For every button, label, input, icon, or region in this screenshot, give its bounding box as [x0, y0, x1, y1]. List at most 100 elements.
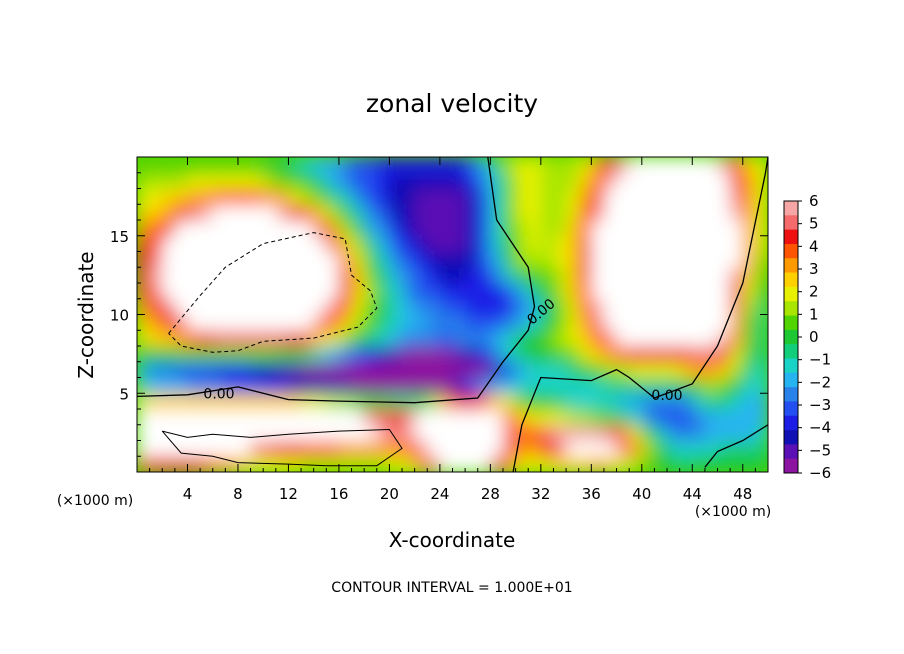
heatmap-cell	[528, 393, 542, 410]
heatmap-cell	[616, 157, 630, 174]
negative-contour-line	[168, 232, 378, 353]
heatmap-cell	[477, 220, 492, 237]
heatmap-cell	[439, 361, 454, 379]
heatmap-cell	[704, 267, 719, 284]
heatmap-cell	[477, 346, 492, 363]
colorbar-segment	[784, 243, 798, 259]
colorbar-segment	[784, 430, 798, 445]
heatmap-cell	[515, 235, 530, 253]
heatmap-cell	[730, 314, 744, 332]
heatmap-cell	[515, 377, 530, 395]
colorbar-tick-label: 1	[809, 305, 819, 323]
heatmap-cell	[427, 172, 441, 190]
heatmap-cell	[174, 424, 189, 442]
heatmap-cell	[389, 456, 403, 472]
heatmap-cell	[174, 393, 189, 410]
heatmap-cell	[301, 157, 315, 174]
heatmap-cell	[603, 298, 618, 316]
colorbar-segment	[784, 401, 798, 417]
colorbar-tick-label: −1	[809, 351, 831, 369]
x-tick-label: 48	[733, 485, 752, 503]
heatmap-cell	[212, 267, 227, 284]
heatmap-cell	[313, 314, 328, 332]
heatmap-cell	[679, 283, 694, 300]
heatmap-cell	[200, 204, 214, 221]
colorbar-tick-label: 2	[809, 283, 819, 301]
heatmap-cell	[174, 314, 189, 332]
heatmap-cell	[263, 330, 277, 347]
heatmap-cell	[641, 235, 656, 253]
heatmap-cell	[755, 456, 768, 472]
heatmap-cell	[452, 314, 466, 332]
colorbar-segment	[784, 372, 798, 388]
heatmap-cell	[704, 424, 719, 442]
heatmap-cell	[730, 377, 744, 395]
heatmap-cell	[250, 283, 264, 300]
heatmap-cell	[389, 172, 403, 190]
heatmap-cell	[326, 330, 340, 347]
heatmap-cell	[376, 283, 391, 300]
heatmap-cell	[402, 157, 416, 174]
heatmap-cell	[351, 251, 365, 269]
heatmap-cell	[427, 283, 441, 300]
heatmap-cell	[237, 314, 252, 332]
heatmap-cell	[540, 409, 555, 426]
heatmap-cell	[275, 172, 290, 190]
heatmap-cell	[679, 298, 694, 316]
heatmap-cell	[326, 220, 340, 237]
heatmap-cell	[465, 251, 479, 269]
heatmap-cell	[376, 267, 391, 284]
heatmap-cell	[225, 440, 239, 458]
heatmap-cell	[427, 424, 441, 442]
colorbar-segment	[784, 215, 798, 230]
heatmap-cell	[200, 251, 214, 269]
heatmap-cell	[717, 220, 731, 237]
heatmap-cell	[427, 267, 441, 284]
heatmap-cell	[502, 298, 517, 316]
heatmap-cell	[502, 204, 517, 221]
heatmap-cell	[502, 188, 517, 206]
heatmap-cell	[502, 361, 517, 379]
heatmap-cell	[578, 314, 593, 332]
heatmap-cell	[439, 283, 454, 300]
heatmap-cell	[477, 204, 492, 221]
heatmap-cell	[427, 330, 441, 347]
heatmap-cell	[692, 298, 706, 316]
heatmap-cell	[654, 314, 668, 332]
heatmap-cell	[717, 361, 731, 379]
heatmap-cell	[502, 330, 517, 347]
heatmap-cell	[717, 330, 731, 347]
heatmap-cell	[477, 251, 492, 269]
y-tick-label: 5	[119, 385, 129, 403]
heatmap-cell	[376, 204, 391, 221]
heatmap-cell	[137, 393, 151, 410]
colorbar-tick-label: 0	[809, 328, 819, 346]
heatmap-cell	[528, 283, 542, 300]
heatmap-cell	[212, 330, 227, 347]
heatmap-cell	[553, 314, 567, 332]
heatmap-cell	[263, 440, 277, 458]
heatmap-cell	[376, 314, 391, 332]
heatmap-cell	[553, 424, 567, 442]
chart-title: zonal velocity	[366, 89, 538, 118]
heatmap-cell	[389, 330, 403, 347]
heatmap-cell	[616, 393, 630, 410]
heatmap-cell	[452, 157, 466, 174]
heatmap-cell	[237, 393, 252, 410]
heatmap-cell	[414, 157, 429, 174]
heatmap-cell	[603, 409, 618, 426]
heatmap-cell	[717, 235, 731, 253]
heatmap-cell	[540, 424, 555, 442]
heatmap-cell	[263, 314, 277, 332]
heatmap-cell	[275, 377, 290, 395]
heatmap-cell	[364, 283, 378, 300]
heatmap-cell	[717, 283, 731, 300]
heatmap-cell	[679, 346, 694, 363]
heatmap-cell	[439, 267, 454, 284]
heatmap-cell	[553, 157, 567, 174]
heatmap-cell	[502, 251, 517, 269]
heatmap-cell	[641, 314, 656, 332]
heatmap-cell	[351, 157, 365, 174]
heatmap-cell	[490, 298, 504, 316]
heatmap-cell	[616, 346, 630, 363]
